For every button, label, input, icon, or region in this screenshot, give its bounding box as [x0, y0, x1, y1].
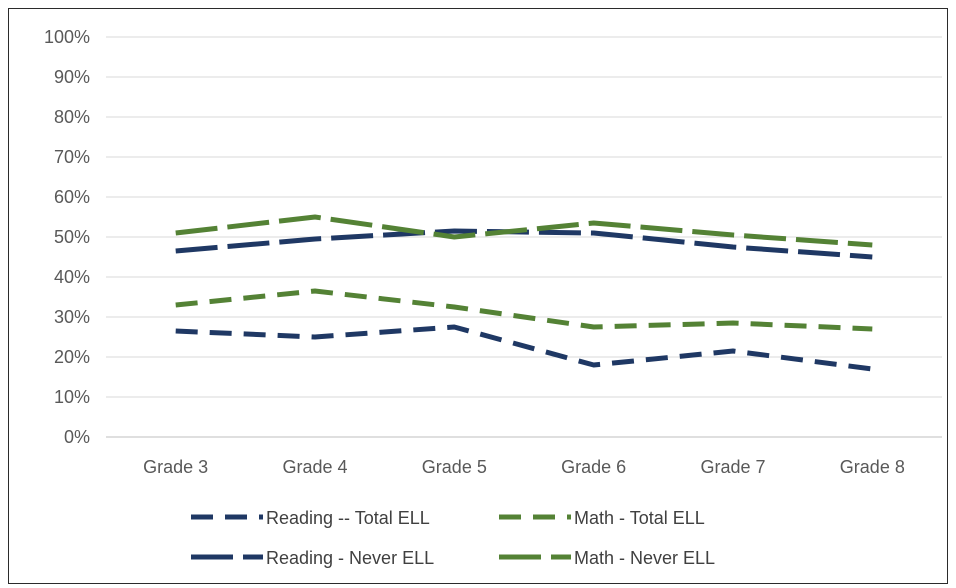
legend: Reading -- Total ELL Math - Total ELL Read…	[191, 508, 715, 568]
y-tick-label: 70%	[54, 147, 90, 167]
legend-item: Reading -- Total ELL	[191, 508, 430, 528]
y-tick-label: 10%	[54, 387, 90, 407]
y-tick-label: 80%	[54, 107, 90, 127]
series-line-0	[175, 324, 873, 372]
y-tick-label: 50%	[54, 227, 90, 247]
series-line-2	[175, 228, 873, 260]
y-tick-label: 60%	[54, 187, 90, 207]
x-axis-tick-labels: Grade 3 Grade 4 Grade 5 Grade 6 Grade 7 Grade…	[143, 457, 905, 477]
legend-item: Math - Never ELL	[499, 548, 715, 568]
x-tick-label: Grade 7	[700, 457, 765, 477]
line-chart: 0% 10% 20% 30% 40% 50% 60% 70% 80% 90% 100% Grade …	[44, 27, 942, 568]
x-tick-label: Grade 8	[840, 457, 905, 477]
grid-lines	[106, 36, 942, 438]
x-tick-label: Grade 4	[282, 457, 347, 477]
legend-label: Reading - Never ELL	[266, 548, 434, 568]
legend-label: Reading -- Total ELL	[266, 508, 430, 528]
legend-label: Math - Total ELL	[574, 508, 705, 528]
y-tick-label: 30%	[54, 307, 90, 327]
y-tick-label: 0%	[64, 427, 90, 447]
chart-frame: 0% 10% 20% 30% 40% 50% 60% 70% 80% 90% 100% Grade …	[8, 8, 948, 584]
y-tick-label: 100%	[44, 27, 90, 47]
y-tick-label: 20%	[54, 347, 90, 367]
x-tick-label: Grade 6	[561, 457, 626, 477]
x-tick-label: Grade 5	[422, 457, 487, 477]
series-line-3	[175, 214, 873, 248]
series-line-1	[175, 288, 873, 332]
x-tick-label: Grade 3	[143, 457, 208, 477]
series-lines	[175, 214, 873, 372]
y-tick-label: 40%	[54, 267, 90, 287]
y-axis-tick-labels: 0% 10% 20% 30% 40% 50% 60% 70% 80% 90% 100%	[44, 27, 90, 447]
legend-item: Reading - Never ELL	[191, 548, 434, 568]
y-tick-label: 90%	[54, 67, 90, 87]
legend-item: Math - Total ELL	[499, 508, 705, 528]
legend-label: Math - Never ELL	[574, 548, 715, 568]
